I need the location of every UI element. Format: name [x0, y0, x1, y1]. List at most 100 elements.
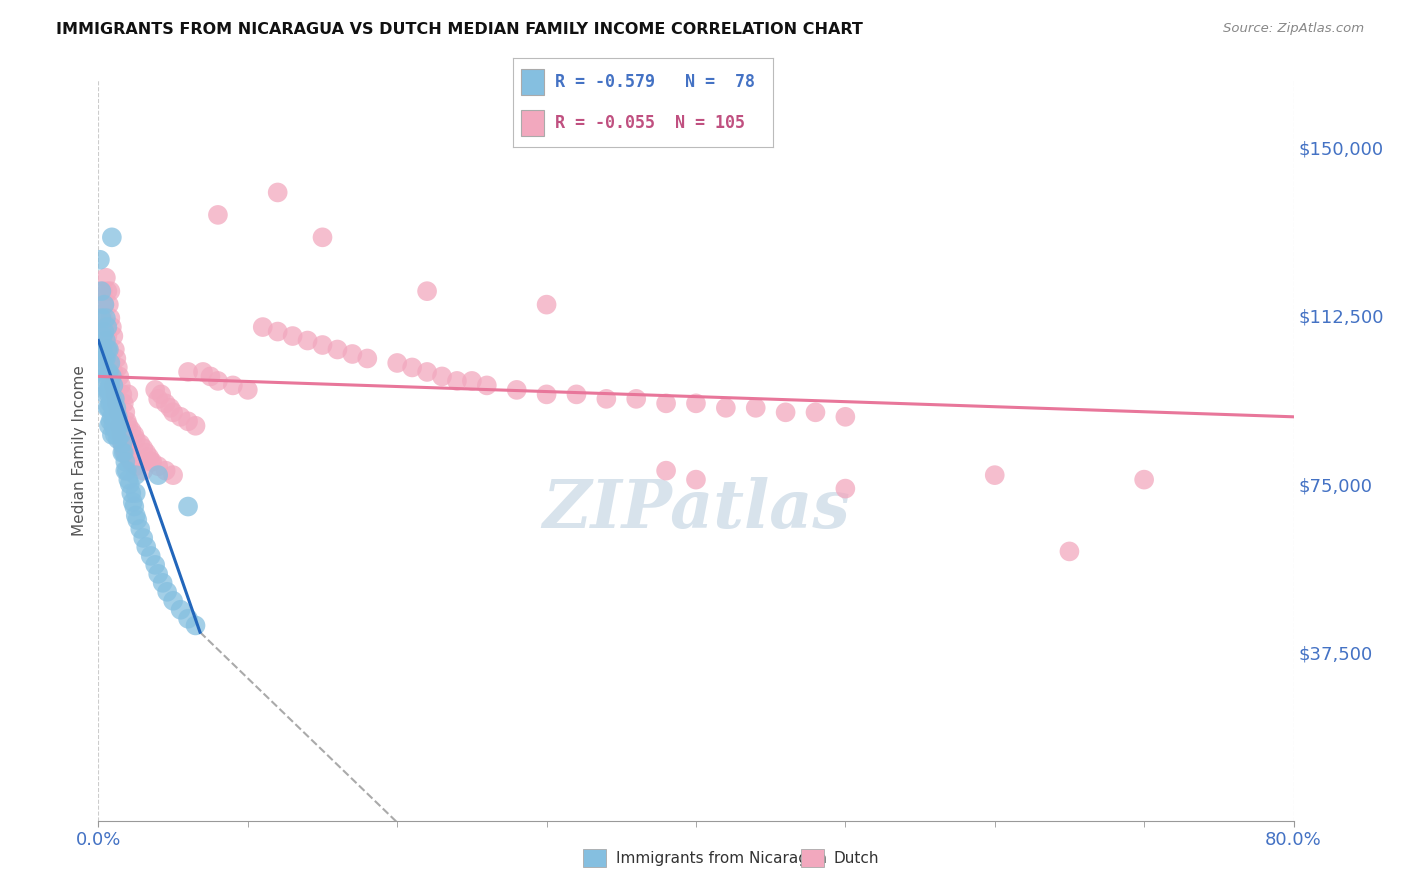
- Point: [120, 423, 142, 437]
- Point: [97, 383, 120, 397]
- Point: [93, 298, 115, 312]
- Point: [139, 455, 162, 469]
- Text: R = -0.579   N =  78: R = -0.579 N = 78: [555, 73, 755, 91]
- Point: [91, 343, 114, 357]
- Point: [98, 378, 122, 392]
- Point: [101, 409, 124, 424]
- Y-axis label: Median Family Income: Median Family Income: [72, 365, 87, 536]
- Point: [125, 508, 148, 523]
- Point: [141, 455, 163, 469]
- Point: [89, 252, 111, 267]
- Text: Source: ZipAtlas.com: Source: ZipAtlas.com: [1223, 22, 1364, 36]
- Point: [94, 387, 117, 401]
- Point: [98, 284, 122, 298]
- Point: [124, 500, 146, 514]
- Point: [90, 365, 112, 379]
- Point: [129, 522, 152, 536]
- Point: [125, 459, 148, 474]
- Point: [97, 343, 120, 357]
- Point: [93, 374, 115, 388]
- Point: [114, 464, 136, 478]
- Point: [104, 343, 127, 357]
- Point: [236, 383, 259, 397]
- Point: [121, 495, 143, 509]
- Point: [101, 392, 124, 406]
- Point: [1059, 544, 1081, 558]
- Point: [101, 369, 124, 384]
- Point: [356, 351, 378, 366]
- Point: [132, 531, 155, 545]
- Point: [125, 432, 148, 446]
- Point: [177, 612, 200, 626]
- Point: [536, 387, 558, 401]
- Point: [111, 387, 134, 401]
- Point: [103, 378, 125, 392]
- Point: [155, 396, 177, 410]
- Point: [148, 459, 170, 474]
- Point: [114, 446, 136, 460]
- Point: [97, 343, 120, 357]
- Point: [98, 356, 122, 370]
- Text: R = -0.055  N = 105: R = -0.055 N = 105: [555, 114, 745, 132]
- Point: [297, 334, 319, 348]
- Point: [101, 427, 124, 442]
- Point: [117, 418, 139, 433]
- Point: [207, 208, 229, 222]
- Point: [125, 468, 148, 483]
- Point: [108, 418, 131, 433]
- Point: [326, 343, 349, 357]
- Point: [685, 473, 707, 487]
- Point: [135, 446, 157, 460]
- Point: [107, 409, 129, 424]
- Point: [93, 351, 115, 366]
- Point: [177, 414, 200, 428]
- Text: Immigrants from Nicaragua: Immigrants from Nicaragua: [616, 851, 827, 865]
- Point: [416, 365, 439, 379]
- Point: [139, 549, 162, 563]
- Point: [107, 432, 129, 446]
- Point: [655, 396, 678, 410]
- Point: [96, 383, 118, 397]
- Point: [98, 396, 122, 410]
- Point: [745, 401, 768, 415]
- Point: [105, 396, 128, 410]
- Point: [156, 584, 179, 599]
- Text: Dutch: Dutch: [834, 851, 879, 865]
- Point: [1133, 473, 1156, 487]
- Text: ZIPatlas: ZIPatlas: [543, 477, 849, 542]
- Point: [120, 455, 142, 469]
- Point: [91, 329, 114, 343]
- Point: [101, 230, 124, 244]
- Point: [112, 396, 135, 410]
- Point: [104, 409, 127, 424]
- Point: [96, 401, 118, 415]
- Point: [207, 374, 229, 388]
- Point: [96, 365, 118, 379]
- Point: [311, 230, 333, 244]
- Point: [93, 325, 115, 339]
- Point: [267, 325, 290, 339]
- Point: [401, 360, 423, 375]
- Point: [143, 558, 166, 572]
- Point: [112, 446, 135, 460]
- Text: IMMIGRANTS FROM NICARAGUA VS DUTCH MEDIAN FAMILY INCOME CORRELATION CHART: IMMIGRANTS FROM NICARAGUA VS DUTCH MEDIA…: [56, 22, 863, 37]
- Point: [101, 365, 124, 379]
- Point: [103, 401, 125, 415]
- Point: [115, 464, 138, 478]
- Point: [714, 401, 737, 415]
- Point: [104, 387, 127, 401]
- Point: [595, 392, 617, 406]
- Point: [105, 351, 128, 366]
- Point: [105, 423, 128, 437]
- Point: [117, 473, 139, 487]
- Point: [169, 603, 191, 617]
- Point: [252, 320, 274, 334]
- Point: [103, 378, 125, 392]
- Point: [94, 320, 117, 334]
- Point: [105, 401, 128, 415]
- Point: [94, 334, 117, 348]
- Point: [148, 468, 170, 483]
- Point: [565, 387, 588, 401]
- Point: [159, 401, 181, 415]
- Point: [177, 500, 200, 514]
